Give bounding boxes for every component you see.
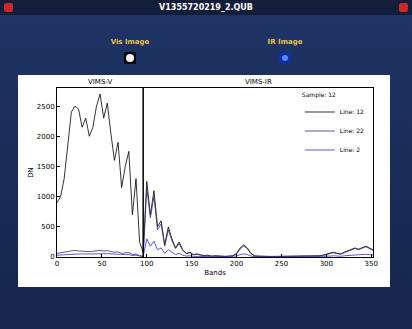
svg-text:350: 350 bbox=[365, 260, 378, 268]
svg-text:2000: 2000 bbox=[37, 133, 55, 141]
svg-text:1000: 1000 bbox=[37, 193, 55, 201]
svg-text:1500: 1500 bbox=[37, 163, 55, 171]
svg-text:VIMS-IR: VIMS-IR bbox=[245, 78, 272, 86]
html-text:V1355720219_2.QUB: V1355720219_2.QUB bbox=[159, 3, 253, 12]
svg-text:Line: 22: Line: 22 bbox=[340, 127, 364, 134]
svg-text:Line: 2: Line: 2 bbox=[340, 146, 360, 153]
svg-text:150: 150 bbox=[185, 260, 198, 268]
svg-text:2500: 2500 bbox=[37, 103, 55, 111]
svg-text:500: 500 bbox=[41, 223, 54, 231]
html-text:IR Image: IR Image bbox=[267, 38, 303, 46]
svg-text:VIMS-V: VIMS-V bbox=[88, 78, 112, 86]
svg-text:0: 0 bbox=[55, 260, 59, 268]
svg-text:0: 0 bbox=[50, 253, 54, 261]
html-text:Vis Image: Vis Image bbox=[110, 38, 150, 46]
svg-text:250: 250 bbox=[275, 260, 288, 268]
svg-text:Line: 12: Line: 12 bbox=[340, 108, 364, 115]
svg-text:300: 300 bbox=[320, 260, 333, 268]
svg-text:Bands: Bands bbox=[204, 269, 226, 277]
svg-text:50: 50 bbox=[97, 260, 106, 268]
svg-text:100: 100 bbox=[140, 260, 153, 268]
svg-text:200: 200 bbox=[230, 260, 243, 268]
svg-text:Sample: 12: Sample: 12 bbox=[302, 91, 336, 99]
svg-text:DN: DN bbox=[27, 167, 35, 178]
